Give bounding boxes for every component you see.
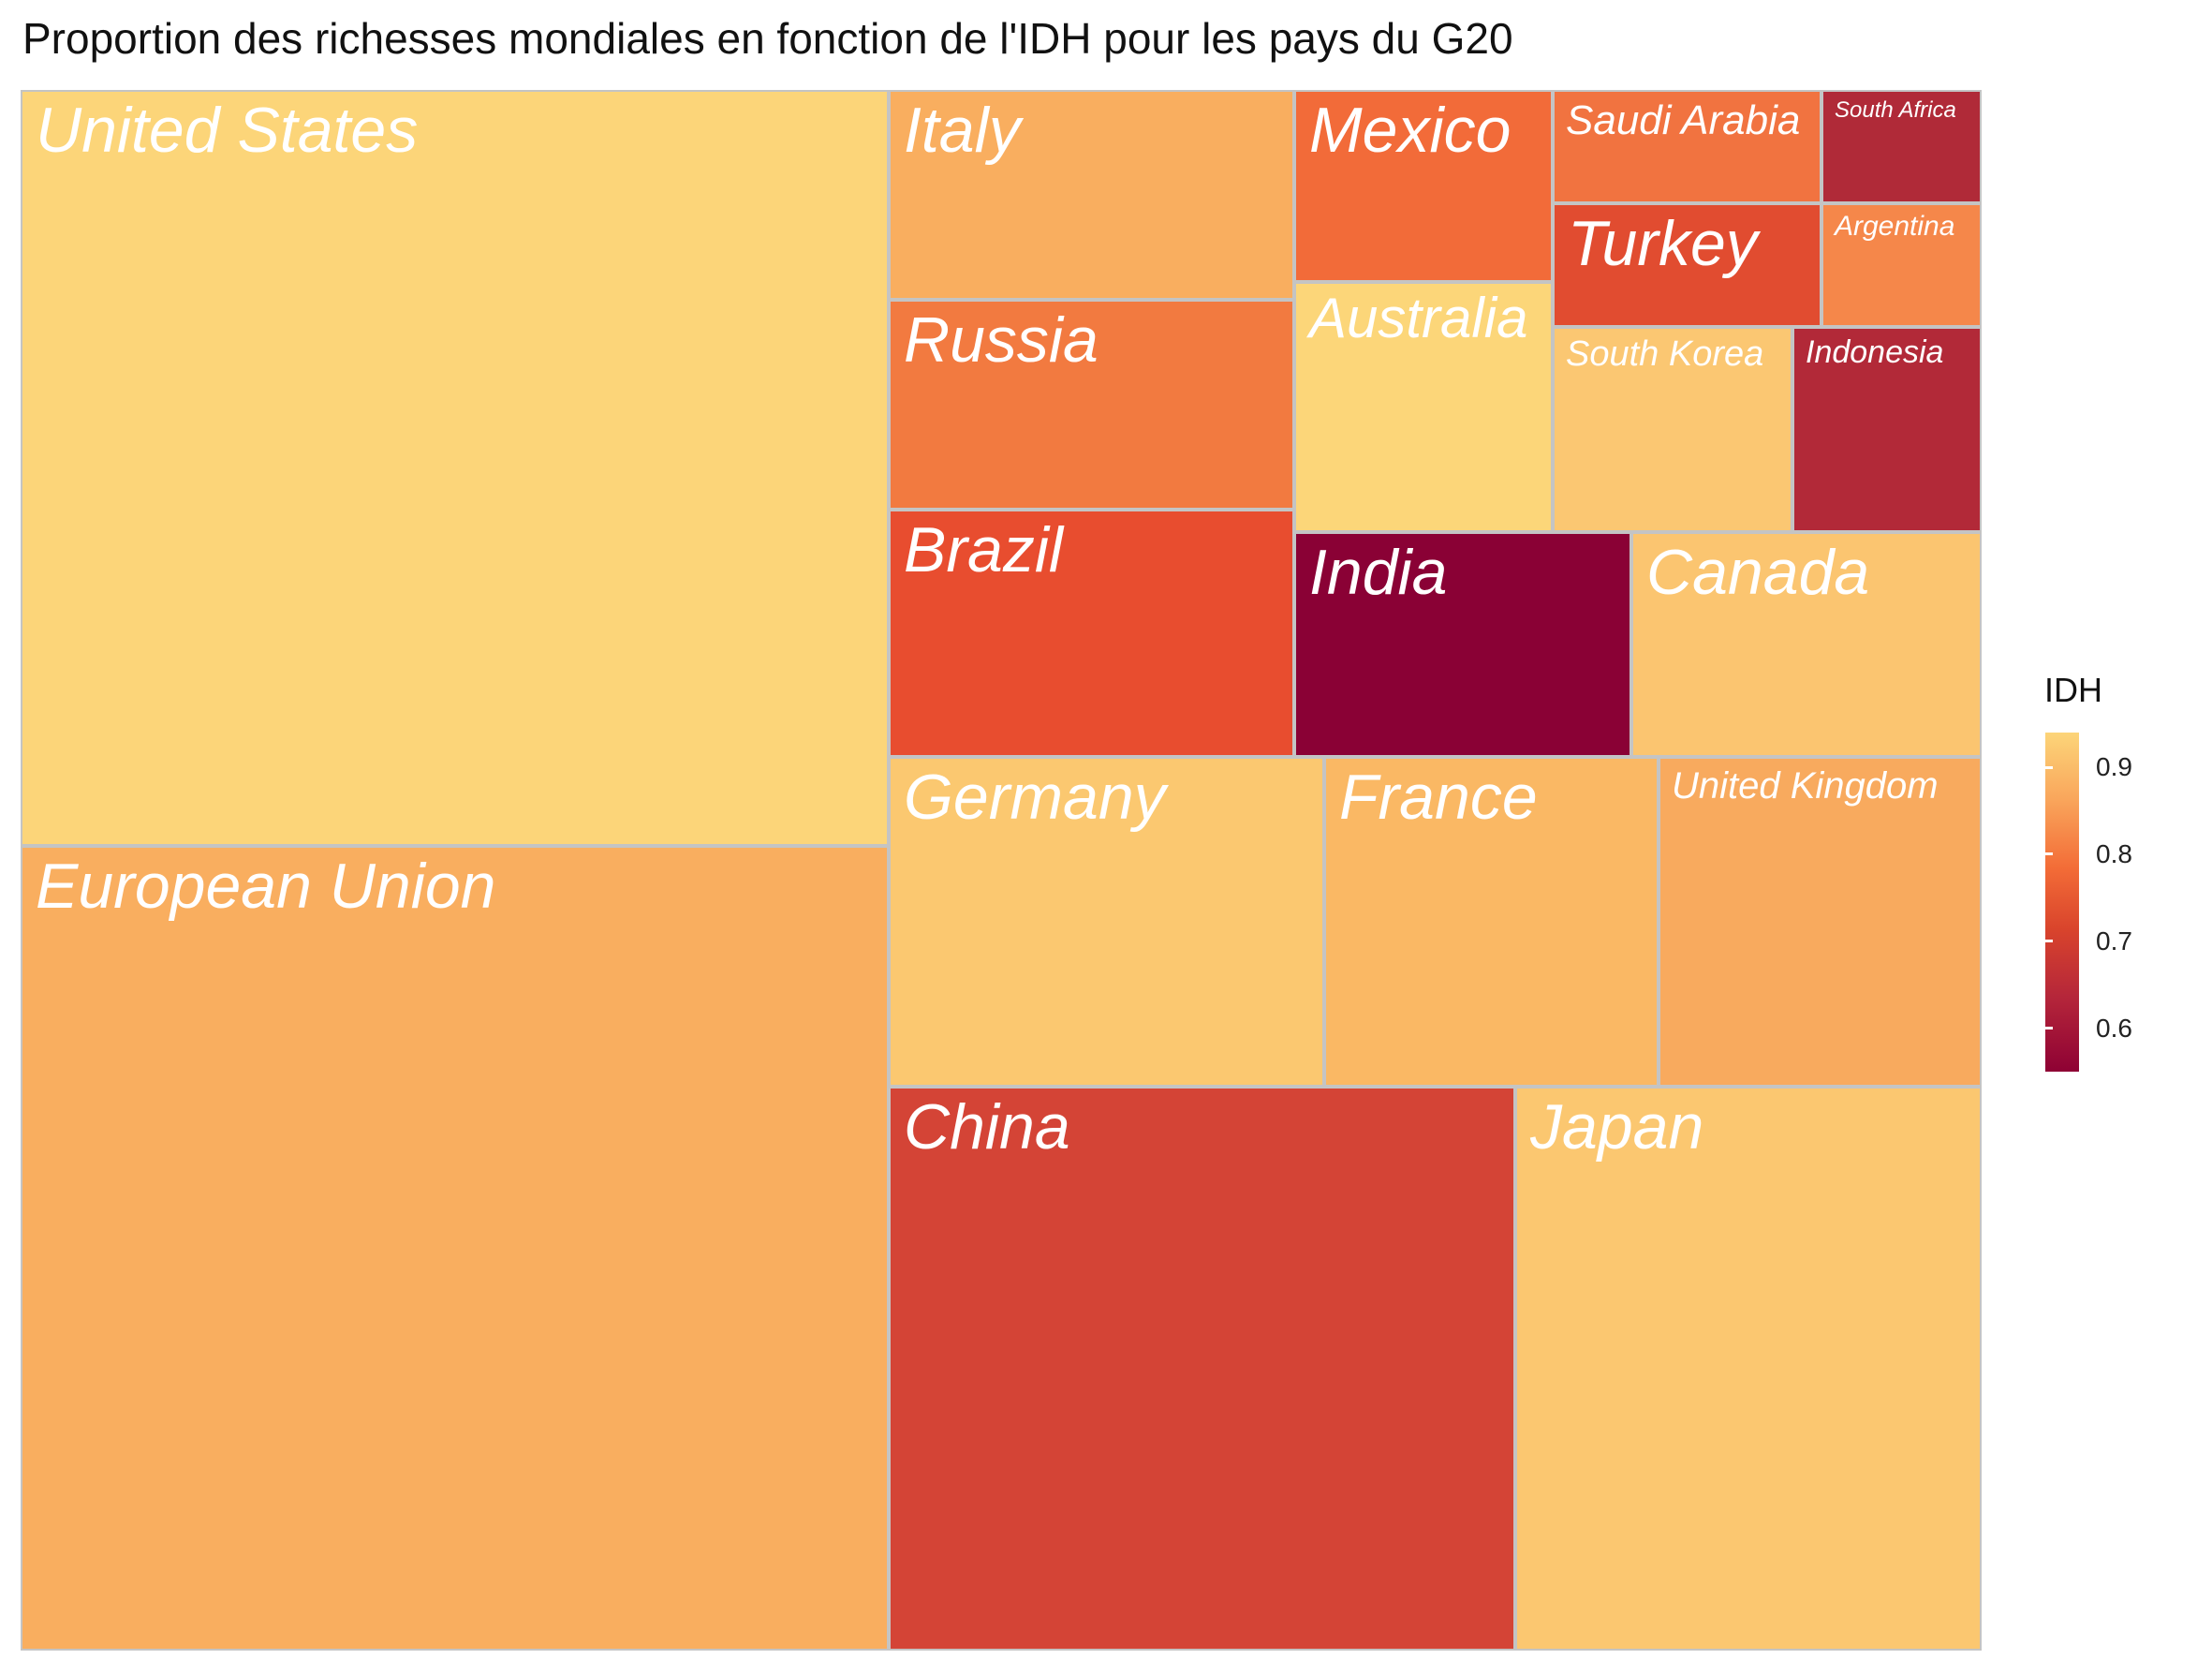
tile-label-germany: Germany — [904, 762, 1166, 833]
tile-label-japan: Japan — [1530, 1091, 1704, 1163]
tile-japan: Japan — [1515, 1087, 1982, 1651]
legend-tick-label: 0.8 — [2096, 838, 2132, 868]
legend-tick-label: 0.7 — [2096, 926, 2132, 955]
legend-tick-mark-left — [2045, 940, 2053, 943]
legend-tick-mark — [2085, 940, 2092, 943]
legend-tick-label: 0.6 — [2096, 1013, 2132, 1043]
tile-label-brazil: Brazil — [904, 514, 1064, 585]
tile-canada: Canada — [1631, 532, 1982, 757]
tile-label-canada: Canada — [1646, 537, 1870, 608]
tile-china: China — [889, 1087, 1515, 1651]
tile-france: France — [1324, 757, 1659, 1087]
tile-label-russia: Russia — [904, 304, 1099, 376]
legend-tick-mark — [2085, 852, 2092, 856]
tile-label-united-states: United States — [36, 95, 419, 166]
tile-label-saudi-arabia: Saudi Arabia — [1566, 97, 1801, 143]
tile-india: India — [1294, 532, 1631, 757]
tile-label-indonesia: Indonesia — [1806, 334, 1944, 370]
tile-label-italy: Italy — [904, 95, 1021, 166]
tile-germany: Germany — [889, 757, 1324, 1087]
chart-title: Proportion des richesses mondiales en fo… — [22, 14, 1513, 63]
tile-russia: Russia — [889, 300, 1294, 510]
tile-south-africa: South Africa — [1821, 90, 1982, 203]
tile-united-kingdom: United Kingdom — [1659, 757, 1982, 1087]
tile-label-european-union: European Union — [36, 851, 496, 922]
tile-label-france: France — [1339, 762, 1538, 833]
legend-tick-label: 0.9 — [2096, 752, 2132, 782]
tile-label-argentina: Argentina — [1835, 211, 1955, 242]
legend-tick-mark-left — [2045, 765, 2053, 769]
tile-turkey: Turkey — [1553, 203, 1821, 327]
tile-argentina: Argentina — [1821, 203, 1982, 327]
legend-title: IDH — [2044, 671, 2102, 709]
tile-mexico: Mexico — [1294, 90, 1553, 282]
tile-label-south-korea: South Korea — [1566, 334, 1764, 374]
tile-label-india: India — [1309, 537, 1448, 608]
tile-label-turkey: Turkey — [1568, 208, 1758, 279]
tile-european-union: European Union — [21, 846, 889, 1651]
legend-tick-mark — [2085, 765, 2092, 769]
tile-south-korea: South Korea — [1553, 327, 1792, 532]
legend-tick-mark-left — [2045, 852, 2053, 856]
tile-indonesia: Indonesia — [1792, 327, 1982, 532]
tile-united-states: United States — [21, 90, 889, 846]
tile-label-mexico: Mexico — [1309, 95, 1512, 166]
tile-brazil: Brazil — [889, 510, 1294, 757]
tile-label-china: China — [904, 1091, 1070, 1163]
treemap: United States European Union Italy Russia Br… — [21, 90, 1982, 1651]
tile-label-united-kingdom: United Kingdom — [1672, 765, 1939, 807]
tile-label-australia: Australia — [1309, 287, 1528, 349]
tile-label-south-africa: South Africa — [1835, 97, 1956, 123]
tile-australia: Australia — [1294, 282, 1553, 532]
legend-tick-mark — [2085, 1027, 2092, 1030]
legend-tick-mark-left — [2045, 1027, 2053, 1030]
tile-saudi-arabia: Saudi Arabia — [1553, 90, 1821, 203]
tile-italy: Italy — [889, 90, 1294, 300]
legend-colorbar — [2045, 733, 2079, 1072]
